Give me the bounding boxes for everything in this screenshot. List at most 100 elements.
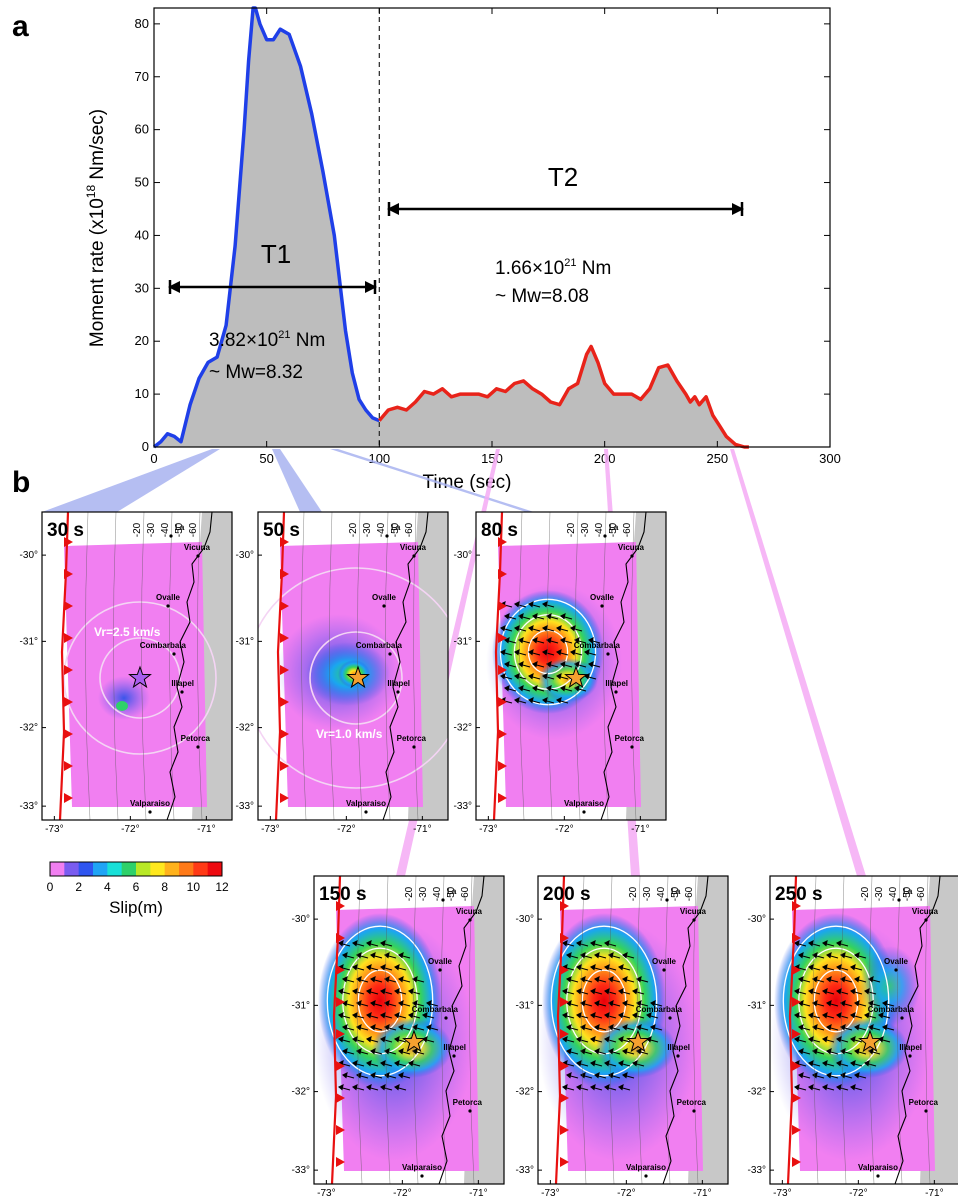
- town-marker-illapel: [614, 690, 618, 694]
- slip-vector-head: [854, 1047, 860, 1055]
- trench-tooth: [792, 1061, 801, 1071]
- slip-vector-head: [850, 1011, 856, 1019]
- slip-vector-head: [380, 1035, 386, 1043]
- t2-moment-value: 1.66×10: [495, 258, 564, 279]
- slip-vector-head: [864, 1011, 870, 1019]
- town-marker-vicuna: [924, 918, 928, 922]
- slip-vector-head: [808, 1083, 814, 1091]
- lat-tick-label: -33°: [236, 801, 254, 812]
- lat-tick-label: -31°: [516, 1000, 534, 1011]
- lat-tick-label: -31°: [292, 1000, 310, 1011]
- slip-vector-head: [868, 1047, 874, 1055]
- slip-vector-head: [618, 963, 624, 971]
- town-label-illapel: Illapel: [667, 1043, 690, 1052]
- town-marker-ovalle: [600, 604, 604, 608]
- slip-vector-head: [650, 1023, 656, 1031]
- colorbar-tick-label: 4: [104, 880, 111, 894]
- depth-contour-label: -20: [628, 886, 639, 901]
- slip-vector-head: [380, 939, 386, 947]
- slip-vector-head: [518, 660, 524, 668]
- trench-tooth: [280, 569, 289, 579]
- slip-vector-head: [356, 1023, 362, 1031]
- y-axis-label: Moment rate (x1018 Nm/sec): [84, 109, 108, 347]
- slip-vector-head: [836, 1011, 842, 1019]
- slip-vector-head: [826, 1047, 832, 1055]
- depth-contour-line: [357, 512, 363, 820]
- trench-tooth: [336, 997, 345, 1007]
- slip-vector-head: [394, 1035, 400, 1043]
- trench-tooth: [792, 1157, 801, 1167]
- lat-tick-label: -32°: [236, 723, 254, 734]
- slip-vector-head: [342, 951, 348, 959]
- town-label-la: La: [391, 523, 401, 532]
- trench-tooth: [498, 601, 507, 611]
- slip-vector-head: [384, 1071, 390, 1079]
- trench-tooth: [498, 665, 507, 675]
- trench-line: [492, 512, 504, 820]
- town-label-combarbala: Combarbala: [412, 1005, 459, 1014]
- slip-vector-head: [840, 1047, 846, 1055]
- colorbar-tick-label: 6: [133, 880, 140, 894]
- epicenter-star-icon: [128, 665, 152, 689]
- town-marker-illapel: [908, 1054, 912, 1058]
- slip-vector-head: [560, 660, 566, 668]
- slip-colorbar: 0 2 4 6 8 10 12 Slip(m): [47, 861, 229, 917]
- depth-contour-line: [413, 876, 419, 1184]
- town-label-illapel: Illapel: [443, 1043, 466, 1052]
- slip-vector-head: [864, 987, 870, 995]
- t2-arrowhead-right: [732, 203, 744, 215]
- slip-vector-head: [356, 1071, 362, 1079]
- slip-vector-head: [542, 648, 548, 656]
- epicenter-star-icon: [402, 1029, 426, 1053]
- slip-vector-head: [808, 1035, 814, 1043]
- trench-tooth: [64, 729, 73, 739]
- slip-vector-head: [532, 684, 538, 692]
- town-label-combarbala: Combarbala: [574, 641, 621, 650]
- colorbar-tick-label: 2: [75, 880, 82, 894]
- town-marker-ovalle: [166, 604, 170, 608]
- town-marker-ovalle: [438, 968, 442, 972]
- slip-vector-head: [794, 1083, 800, 1091]
- slip-vector-head: [826, 1071, 832, 1079]
- trench-tooth: [560, 933, 569, 943]
- town-marker-illapel: [396, 690, 400, 694]
- town-label-illapel: Illapel: [605, 679, 628, 688]
- slip-contour: [813, 969, 859, 1033]
- slip-vector-head: [542, 624, 548, 632]
- depth-contour-line: [693, 876, 699, 1184]
- depth-contour-line: [413, 512, 419, 820]
- depth-contour-label: -50: [446, 886, 457, 901]
- depth-contour-label: -20: [348, 522, 359, 537]
- y-tick-label: 0: [142, 439, 149, 454]
- slip-vector-head: [808, 1059, 814, 1067]
- slip-vector-head: [352, 1059, 358, 1067]
- slip-vector-head: [408, 1011, 414, 1019]
- depth-contour-line: [357, 876, 363, 1184]
- slip-vector-head: [394, 963, 400, 971]
- t2-arrowhead-left: [387, 203, 399, 215]
- trench-line: [330, 876, 342, 1184]
- slip-vector-head: [798, 1023, 804, 1031]
- slip-vector-head: [384, 1047, 390, 1055]
- trench-tooth: [280, 665, 289, 675]
- trench-tooth: [792, 933, 801, 943]
- town-label-ovalle: Ovalle: [652, 957, 677, 966]
- series-0-area: [154, 8, 380, 447]
- slip-vector-head: [618, 1035, 624, 1043]
- slip-vector-head: [822, 1083, 828, 1091]
- slip-vector-head: [576, 987, 582, 995]
- town-marker-vicuna: [630, 554, 634, 558]
- series-layer: [152, 6, 749, 449]
- slip-vector-head: [812, 1047, 818, 1055]
- town-label-vicuna: Vicuna: [912, 907, 939, 916]
- trench-tooth: [560, 1125, 569, 1135]
- trench-tooth: [560, 1093, 569, 1103]
- slip-vector-head: [588, 660, 594, 668]
- trench-tooth: [336, 933, 345, 943]
- slip-vector-head: [850, 1059, 856, 1067]
- slip-vector-head: [398, 1023, 404, 1031]
- slip-vector-head: [394, 1011, 400, 1019]
- town-label-petorca: Petorca: [181, 734, 211, 743]
